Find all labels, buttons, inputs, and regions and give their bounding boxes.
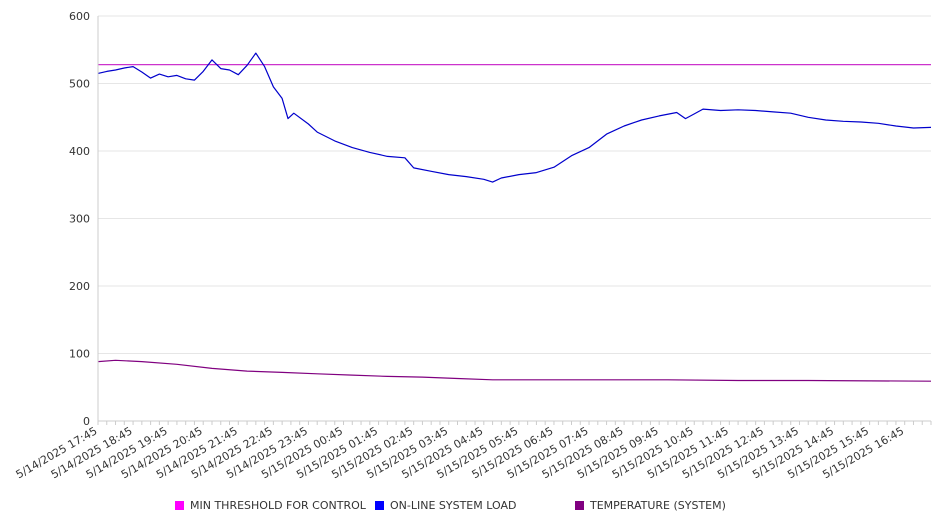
series-system-load-line bbox=[97, 52, 932, 183]
x-axis-tick-labels: 5/14/2025 17:455/14/2025 18:455/14/2025 … bbox=[14, 424, 907, 481]
y-axis-tick-labels: 0 100 200 300 400 500 600 bbox=[69, 10, 90, 428]
legend-item-system-load[interactable]: ON-LINE SYSTEM LOAD bbox=[375, 499, 516, 512]
legend-swatch-system-load bbox=[375, 501, 384, 510]
y-tick-label: 0 bbox=[83, 415, 90, 428]
y-tick-label: 600 bbox=[69, 10, 90, 23]
y-tick-label: 100 bbox=[69, 348, 90, 361]
y-tick-label: 400 bbox=[69, 145, 90, 158]
legend-label-system-load: ON-LINE SYSTEM LOAD bbox=[390, 499, 517, 512]
line-chart: 0 100 200 300 400 500 600 5/14/2025 17:455/14/… bbox=[14, 10, 932, 481]
axes bbox=[97, 16, 932, 425]
y-tick-label: 300 bbox=[69, 213, 90, 226]
legend-item-min-threshold[interactable]: MIN THRESHOLD FOR CONTROL bbox=[175, 499, 366, 512]
y-tick-label: 500 bbox=[69, 78, 90, 91]
legend-swatch-temperature bbox=[575, 501, 584, 510]
y-tick-label: 200 bbox=[69, 280, 90, 293]
legend-swatch-min-threshold bbox=[175, 501, 184, 510]
legend-label-min-threshold: MIN THRESHOLD FOR CONTROL bbox=[190, 499, 366, 512]
series-temperature-line bbox=[97, 359, 932, 382]
legend: MIN THRESHOLD FOR CONTROL ON-LINE SYSTEM… bbox=[0, 496, 946, 516]
series-lines bbox=[97, 52, 932, 382]
legend-label-temperature: TEMPERATURE (SYSTEM) bbox=[590, 499, 726, 512]
legend-item-temperature[interactable]: TEMPERATURE (SYSTEM) bbox=[575, 499, 726, 512]
grid-lines bbox=[98, 15, 931, 422]
